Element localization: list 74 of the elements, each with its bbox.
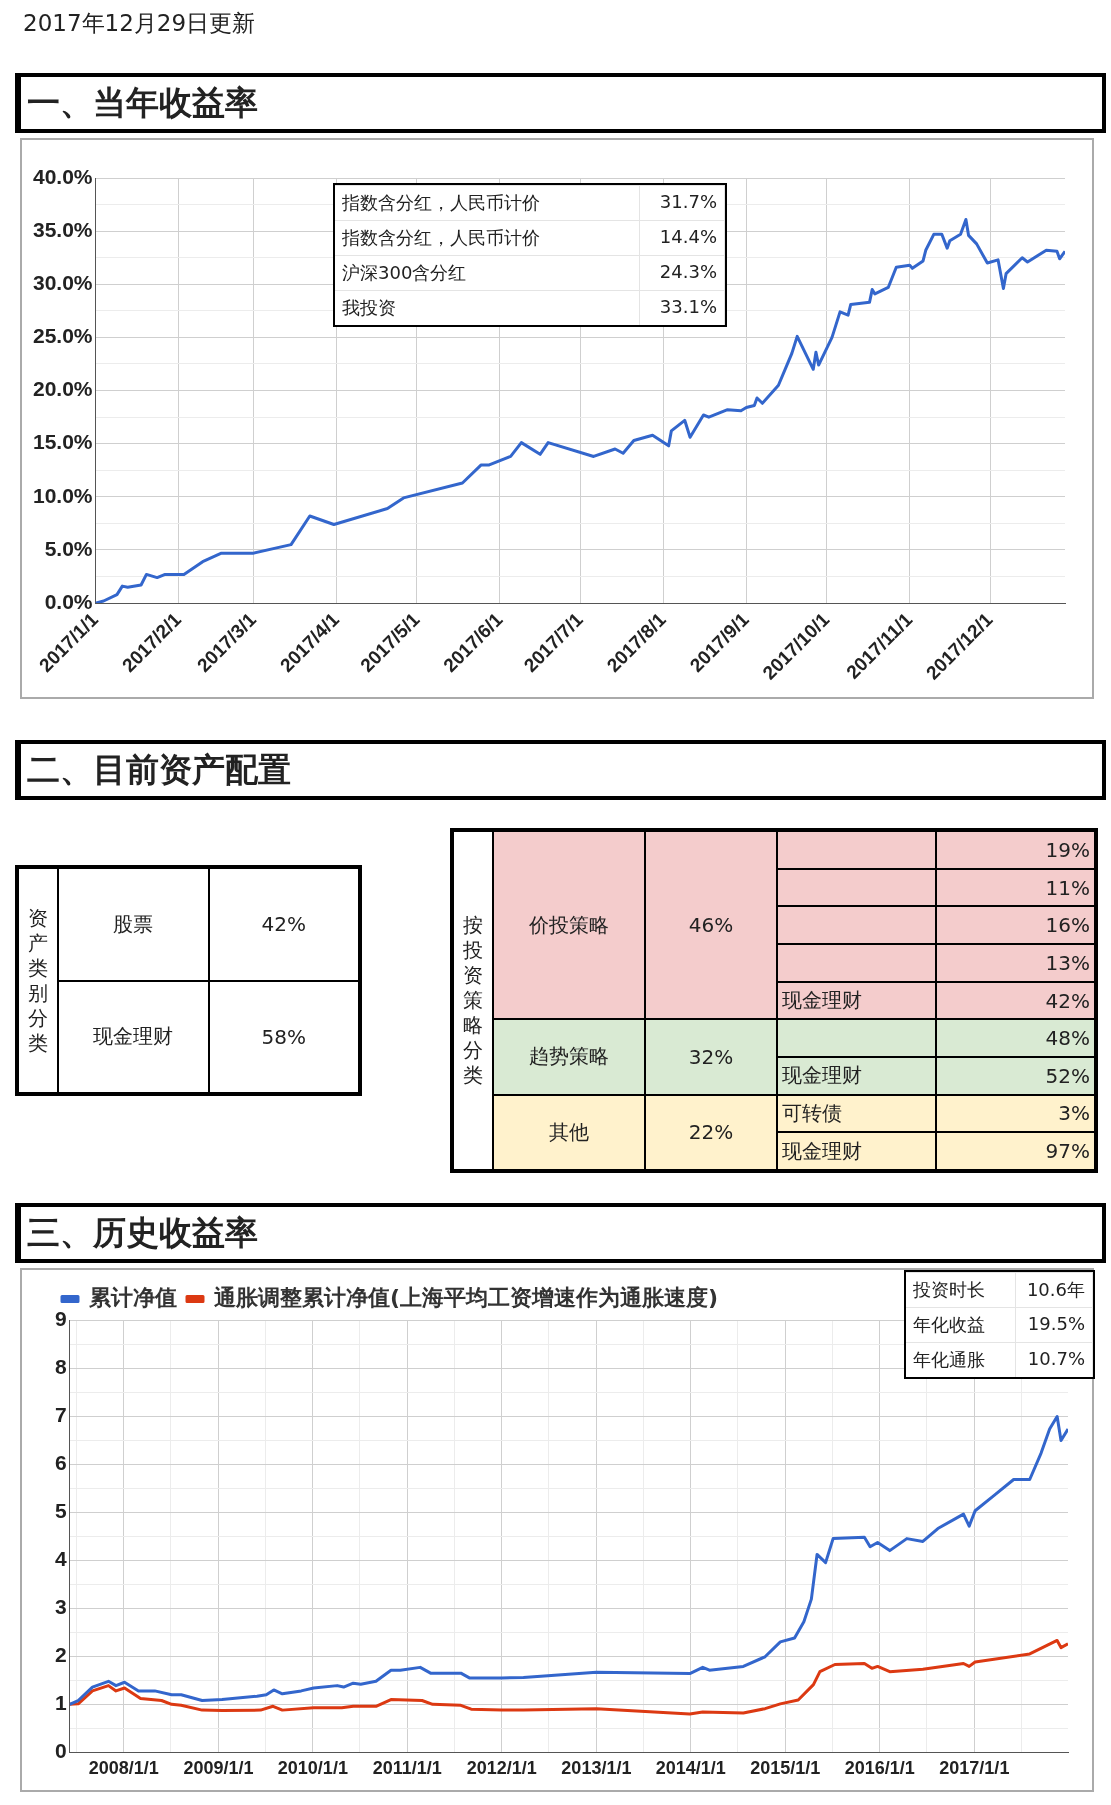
legend-label: 累计净值 (88, 1284, 177, 1310)
data-label: 46% (645, 831, 777, 1020)
category-label: 现金理财 (777, 1057, 936, 1095)
annotation: 33.1% (640, 291, 725, 325)
y-tick-label: 4 (54, 1547, 67, 1571)
annotation: 10.7% (1016, 1343, 1093, 1377)
annotation: 指数含分红，人民币计价 (335, 221, 640, 255)
annotation: 年化通胀 (906, 1343, 1016, 1377)
data-label: 58% (208, 980, 359, 1093)
y-tick-label: 5 (54, 1498, 67, 1522)
y-tick-label: 6 (54, 1450, 67, 1474)
x-tick-label: 2008/1/1 (88, 1758, 159, 1779)
y-tick-label: 10.0% (33, 483, 93, 507)
y-tick-label: 1 (54, 1691, 67, 1715)
y-tick-label: 35.0% (33, 217, 93, 241)
annotation: 沪深300含分红 (335, 256, 640, 290)
x-tick-label: 2014/1/1 (655, 1758, 726, 1779)
data-label: 16% (936, 906, 1095, 945)
category-label: 其他 (493, 1094, 645, 1170)
y-tick-label: 5.0% (44, 536, 93, 560)
y-tick-label: 8 (54, 1354, 67, 1378)
category-label: 现金理财 (58, 980, 209, 1093)
y-tick-label: 40.0% (33, 164, 93, 188)
x-tick-label: 2015/1/1 (750, 1758, 821, 1779)
data-label: 48% (936, 1019, 1095, 1057)
chart-title: 三、历史收益率 (15, 1203, 1106, 1263)
y-tick-label: 20.0% (33, 377, 93, 401)
annotation: 年化收益 (906, 1308, 1016, 1342)
y-tick-label: 25.0% (33, 324, 93, 348)
text: 10.6年 (1016, 1273, 1093, 1307)
y-tick-label: 7 (54, 1402, 67, 1426)
category-label: 现金理财 (777, 1132, 936, 1170)
data-label: 3% (936, 1094, 1095, 1133)
y-tick-label: 0.0% (44, 589, 93, 613)
data-label: 52% (936, 1057, 1095, 1095)
text: 资产类别分类 (28, 905, 48, 1056)
category-label: 趋势策略 (493, 1019, 645, 1095)
y-tick-label: 3 (54, 1595, 67, 1619)
data-label: 19% (936, 831, 1095, 869)
text: 投资时长 (906, 1273, 1016, 1307)
annotation: 指数含分红，人民币计价 (335, 186, 640, 220)
data-label: 32% (645, 1019, 777, 1095)
category-label: 股票 (58, 868, 209, 981)
x-tick-label: 2009/1/1 (183, 1758, 254, 1779)
annotation: 31.7% (640, 186, 725, 220)
x-tick-label: 2012/1/1 (466, 1758, 537, 1779)
y-tick-label: 9 (54, 1306, 67, 1330)
annotation: 19.5% (1016, 1308, 1093, 1342)
data-label: 97% (936, 1132, 1095, 1170)
y-tick-label: 30.0% (33, 271, 93, 295)
data-label: 22% (645, 1094, 777, 1170)
x-tick-label: 2016/1/1 (844, 1758, 915, 1779)
x-tick-label: 2010/1/1 (277, 1758, 348, 1779)
y-tick-label: 15.0% (33, 430, 93, 454)
legend-label: 通胀调整累计净值(上海平均工资增速作为通胀速度) (213, 1284, 719, 1310)
data-label: 11% (936, 868, 1095, 907)
category-label: 现金理财 (777, 981, 936, 1020)
x-tick-label: 2017/1/1 (939, 1758, 1010, 1779)
data-label: 42% (208, 868, 359, 981)
chart-title: 一、当年收益率 (15, 73, 1106, 133)
category-label: 可转债 (777, 1094, 936, 1133)
text: 按投资策略分类 (463, 913, 483, 1088)
annotation: 我投资 (335, 291, 640, 325)
x-tick-label: 2011/1/1 (372, 1758, 442, 1779)
annotation: 24.3% (640, 256, 725, 290)
y-tick-label: 2 (54, 1643, 67, 1667)
category-label: 价投策略 (493, 831, 645, 1020)
data-label: 13% (936, 944, 1095, 982)
y-tick-label: 0 (54, 1739, 67, 1763)
text: 二、目前资产配置 (15, 740, 1106, 800)
annotation: 14.4% (640, 221, 725, 255)
data-label: 42% (936, 981, 1095, 1020)
chart-subtitle: 2017年12月29日更新 (23, 9, 256, 38)
x-tick-label: 2013/1/1 (561, 1758, 632, 1779)
